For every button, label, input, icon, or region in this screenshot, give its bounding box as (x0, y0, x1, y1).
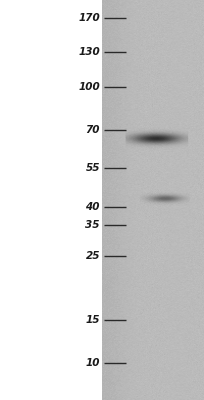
Text: 130: 130 (78, 47, 100, 57)
Text: 25: 25 (85, 251, 100, 261)
Text: 100: 100 (78, 82, 100, 92)
Text: 15: 15 (85, 315, 100, 325)
Text: 70: 70 (85, 125, 100, 135)
Text: 10: 10 (85, 358, 100, 368)
Text: 55: 55 (85, 163, 100, 173)
Text: 170: 170 (78, 13, 100, 23)
Text: 40: 40 (85, 202, 100, 212)
Text: 35: 35 (85, 220, 100, 230)
